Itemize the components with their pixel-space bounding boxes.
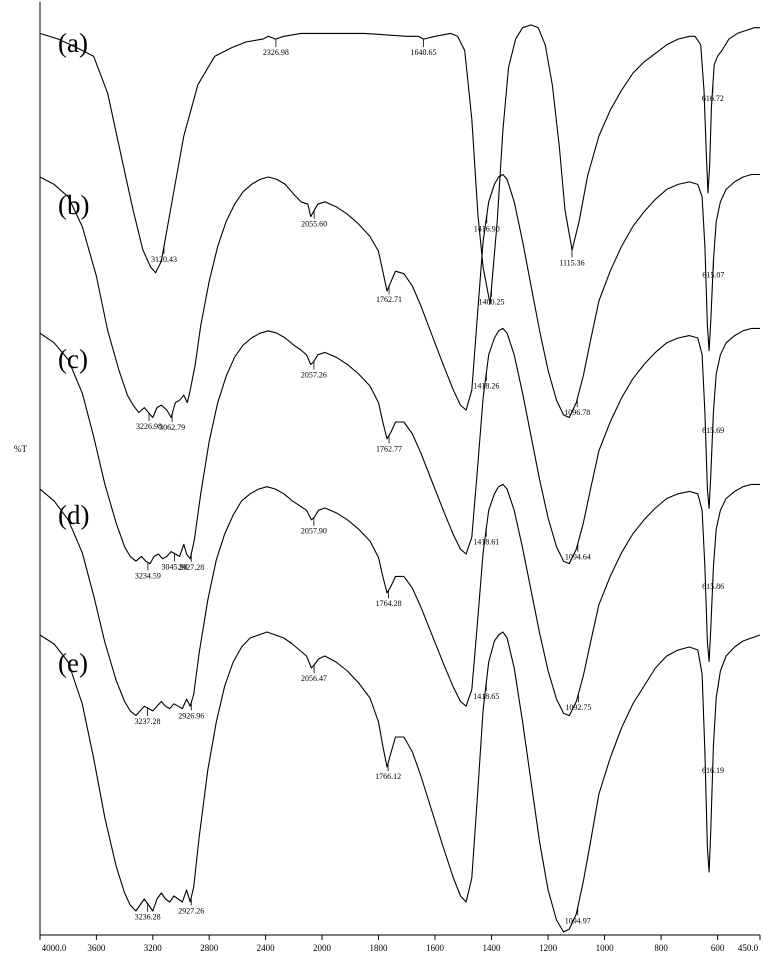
spectrum-group-1: (a) 3120.43 2326.98 1640.65 1400.25 1115.36 61… [39,24,760,306]
panel-label-4: (d) [58,500,89,530]
peak-label: 616.19 [702,766,724,775]
x-tick-label: 2400 [257,943,276,953]
peak-label: 1418.26 [473,382,499,391]
x-tick-label: 2800 [200,943,219,953]
peak-label: 615.69 [702,426,724,435]
peak-label: 616.72 [702,94,724,103]
peak-label: 2057.90 [301,527,327,536]
peak-label: 615.07 [702,271,724,280]
spectrum-group-5: (e) 3236.28 2927.26 2056.47 1766.12 1418.65 10… [39,631,761,933]
x-tick-label: 800 [654,943,668,953]
panel-label-5: (e) [58,648,88,678]
peak-label: 1096.78 [564,408,590,417]
spectrum-line-4 [39,483,760,717]
panel-label-2: (b) [58,190,89,220]
peak-label: 2926.96 [178,711,204,720]
y-axis-label: %T [14,444,27,454]
peak-label: 1416.90 [474,224,500,233]
x-axis-ticks: 4000.0 3600 3200 2800 2400 2000 1800 1600 1400 12… [39,935,761,953]
x-tick-label: 2000 [313,943,332,953]
x-tick-label: 1600 [426,943,445,953]
x-tick-label: 1200 [539,943,558,953]
x-tick-label: 600 [711,943,725,953]
spectrum-line-1 [39,24,760,305]
x-tick-label: 3600 [87,943,106,953]
peak-label: 1418.61 [473,538,499,547]
panel-label-1: (a) [58,28,88,58]
peak-label: 1418.65 [473,692,499,701]
spectrum-line-3 [39,327,760,565]
peak-label: 3226.98 [136,422,162,431]
x-tick-label: 4000.0 [42,943,67,953]
peak-label: 1762.77 [376,444,402,453]
peak-label: 1094.97 [565,916,591,925]
peak-label: 1094.64 [565,553,591,562]
spectra-series: (a) 3120.43 2326.98 1640.65 1400.25 1115.36 61… [39,24,761,933]
peak-label: 3234.59 [135,571,161,580]
peak-label: 3237.28 [135,717,161,726]
x-tick-label: 1400 [483,943,502,953]
x-tick-label: 450.0 [738,943,759,953]
x-tick-label: 1800 [370,943,389,953]
peak-label: 615.86 [702,582,724,591]
peak-label: 3062.79 [159,423,185,432]
peak-label: 1092.75 [565,703,591,712]
peak-label: 1766.12 [375,772,401,781]
peak-label: 2057.26 [301,370,327,379]
peak-label: 2927.26 [178,906,204,915]
peak-label: 2326.98 [263,48,289,57]
peak-label: 2055.60 [301,220,327,229]
peak-label: 3045.90 [162,563,188,572]
peak-label: 1400.25 [478,297,504,306]
peak-label: 3236.28 [135,913,161,922]
peak-label: 1762.71 [376,295,402,304]
peak-label: 3120.43 [151,255,177,264]
peak-label: 1640.65 [411,48,437,57]
x-tick-label: 3200 [144,943,163,953]
x-tick-label: 1000 [596,943,615,953]
peak-label: 1115.36 [559,258,584,267]
spectrum-line-2 [39,173,760,419]
panel-label-3: (c) [58,344,88,374]
spectrum-group-4: (d) 3237.28 2926.96 2057.90 1764.28 1418.61 10… [39,483,760,726]
peak-label: 1764.28 [376,599,402,608]
peak-label: 2056.47 [301,674,327,683]
spectrum-line-5 [39,631,761,933]
peak-label: 2927.28 [178,563,204,572]
